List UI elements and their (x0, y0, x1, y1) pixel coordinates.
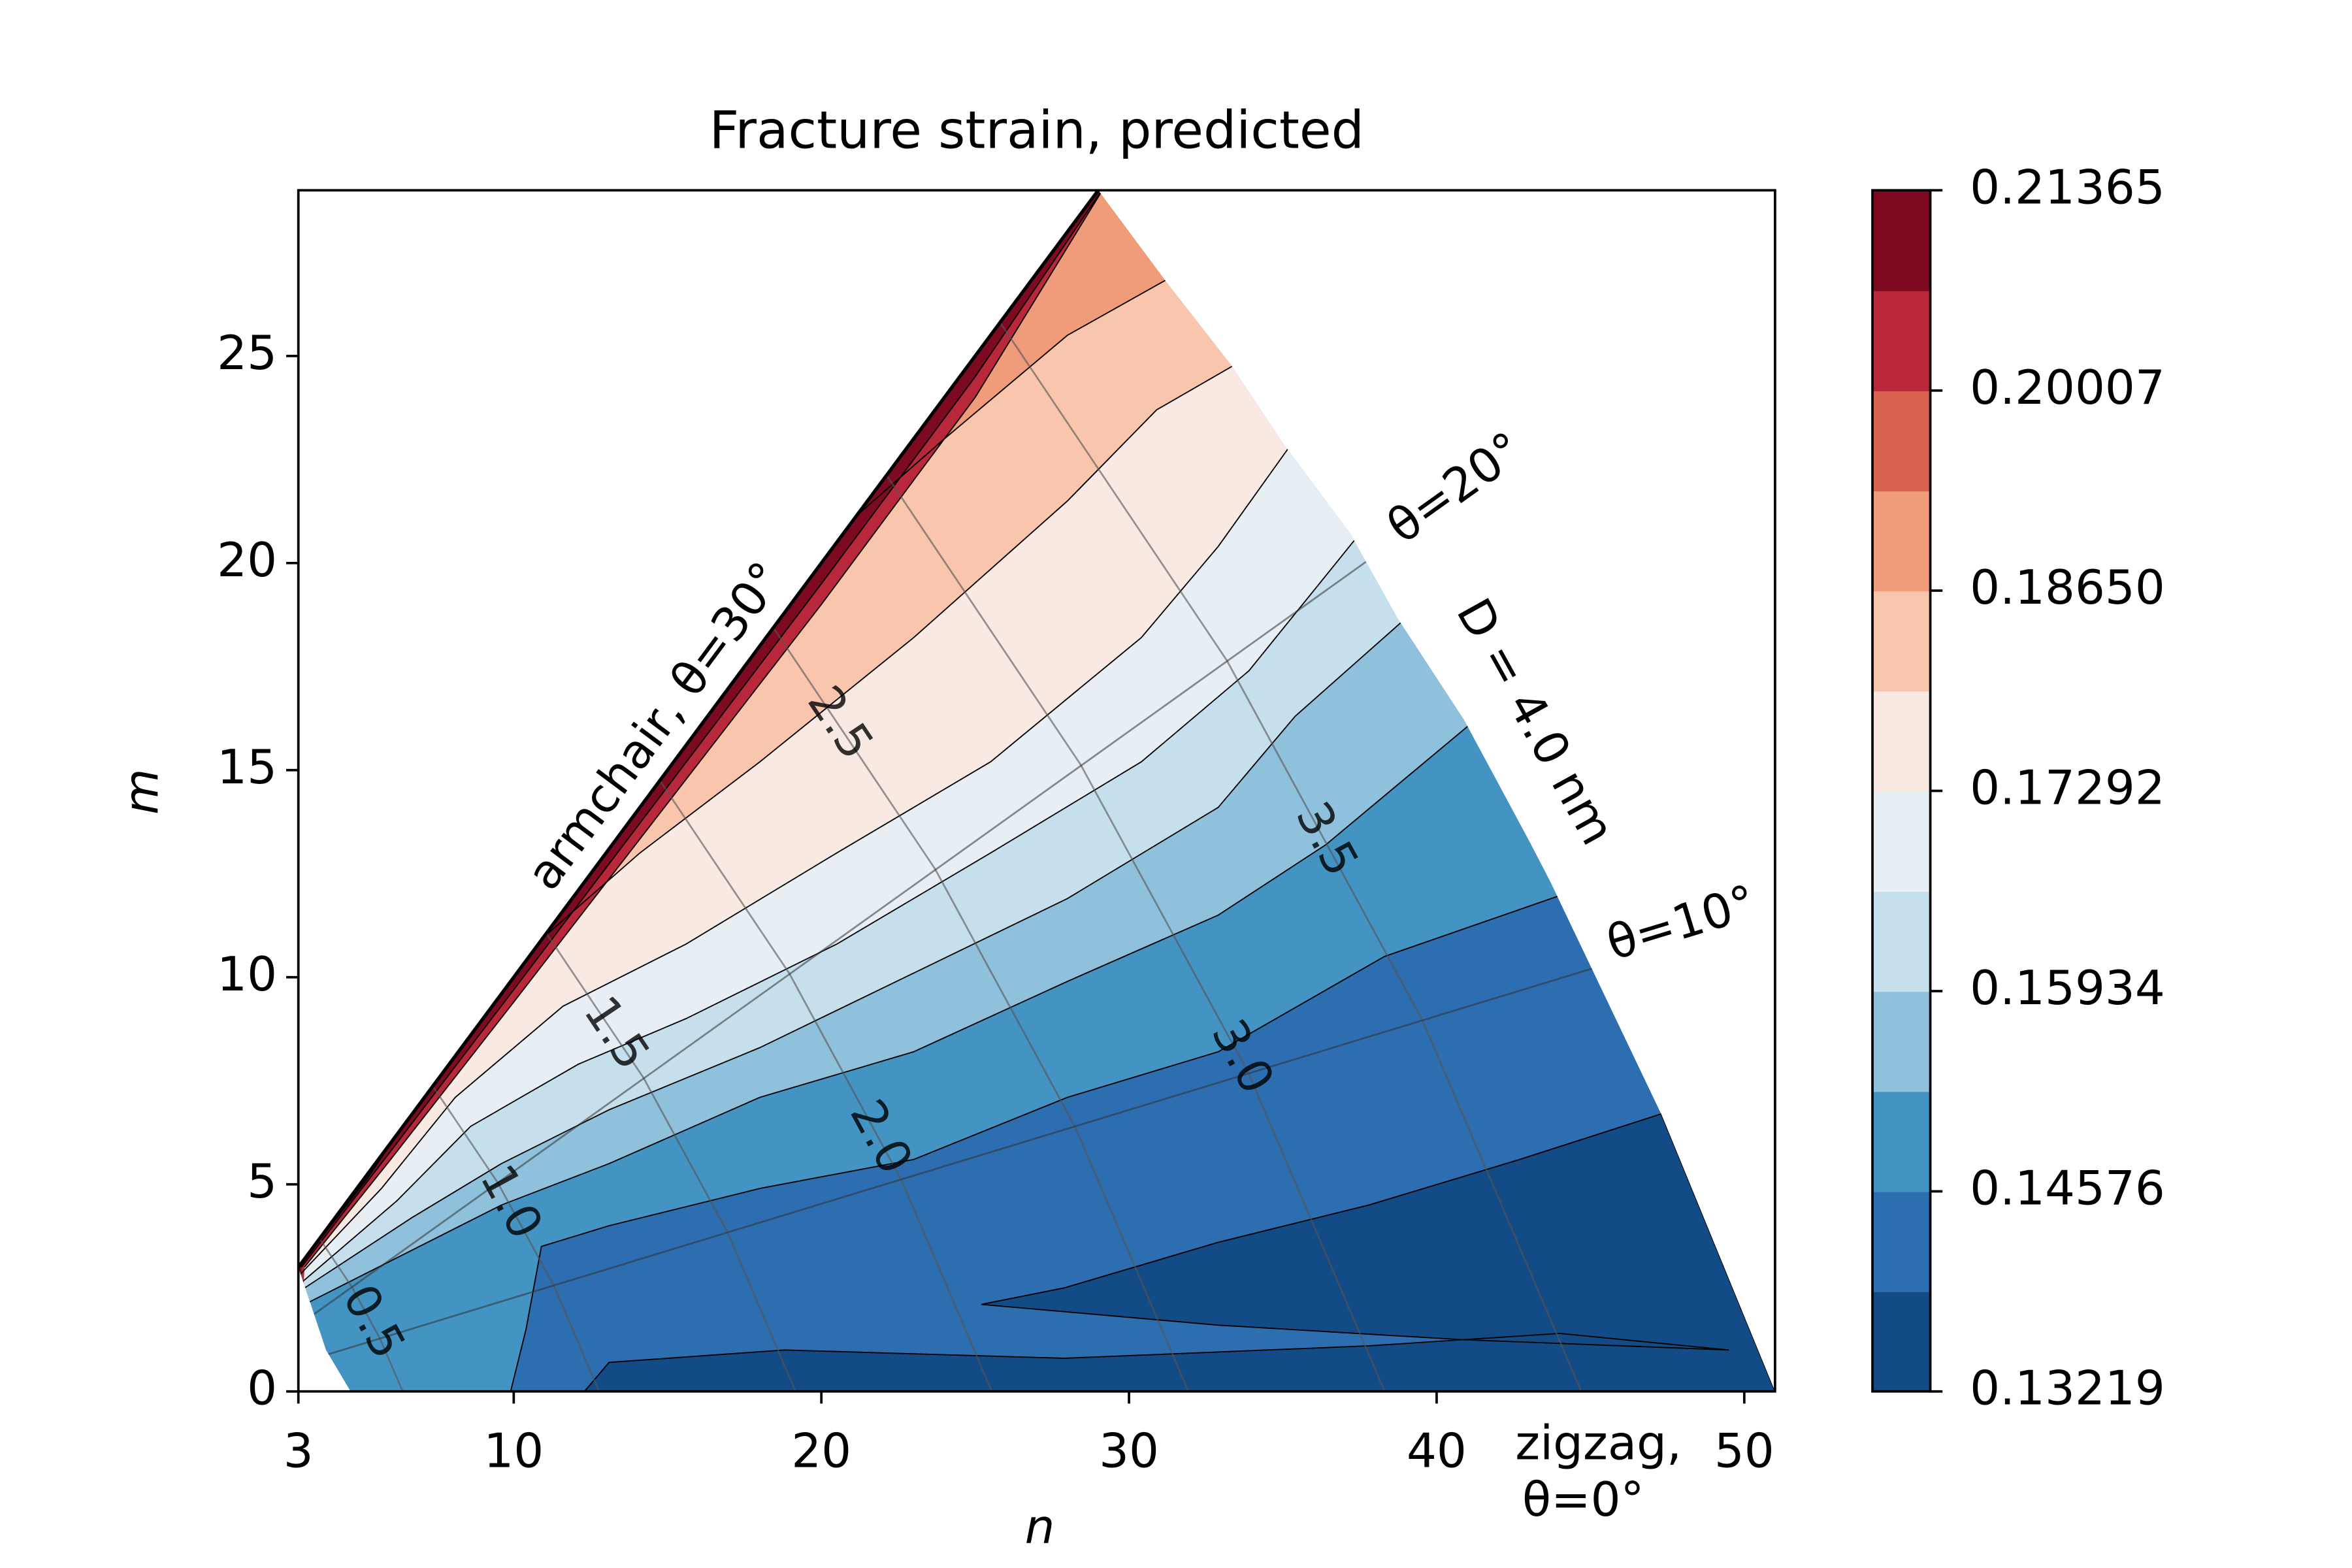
contour-line (298, 529, 1364, 1288)
y-tick-label: 25 (217, 326, 277, 381)
chart-title: Fracture strain, predicted (710, 100, 1364, 161)
y-tick-label: 5 (247, 1154, 277, 1209)
colorbar-band (1872, 990, 1931, 1092)
contour-line (298, 612, 1413, 1293)
y-axis-label: m (114, 768, 169, 814)
diameter-line (432, 1085, 600, 1392)
y-tick-label: 0 (247, 1362, 277, 1416)
colorbar-tick-label: 0.13219 (1970, 1362, 2165, 1416)
colorbar-band (1872, 1091, 1931, 1192)
y-tick-label: 15 (217, 740, 277, 795)
diameter-line (999, 321, 1582, 1392)
diameter-line (659, 779, 993, 1392)
axes-frame (297, 189, 1776, 1393)
colorbar-band (1872, 691, 1931, 792)
colorbar-tick-label: 0.18650 (1970, 561, 2165, 615)
armchair-edge (297, 189, 1100, 1269)
x-tick-label: 50 (1714, 1424, 1774, 1478)
x-tick-label: 20 (791, 1424, 851, 1478)
colorbar-tick-label: 0.15934 (1970, 961, 2165, 1016)
colorbar-tick-label: 0.17292 (1970, 761, 2165, 816)
contour-line (304, 715, 1480, 1305)
colorbar-band (1872, 290, 1931, 391)
diameter-line (885, 474, 1386, 1392)
contour-region (583, 1113, 1775, 1392)
angle-line (325, 949, 1652, 1356)
diameter-line (319, 1238, 404, 1392)
contour-line (301, 190, 1108, 1268)
x-tick-label: 10 (483, 1424, 544, 1478)
x-axis-label: n (1025, 1500, 1055, 1555)
colorbar-band (1872, 190, 1931, 291)
contour-line (510, 889, 1576, 1392)
colorbar-band (1872, 390, 1931, 492)
y-tick-label: 10 (217, 947, 277, 1002)
x-tick-label: 3 (284, 1424, 314, 1478)
y-tick-label: 20 (217, 533, 277, 588)
colorbar-band (1872, 890, 1931, 992)
colorbar-band (1872, 1291, 1931, 1392)
annotation: zigzag, (1515, 1416, 1682, 1471)
colorbar-band (1872, 490, 1931, 592)
colorbar-band (1872, 791, 1931, 892)
colorbar-band (1872, 1191, 1931, 1292)
x-tick-label: 30 (1099, 1424, 1159, 1478)
annotation: θ=0° (1522, 1473, 1644, 1527)
diameter-line (546, 932, 796, 1392)
contour-line (298, 438, 1296, 1281)
colorbar-band (1872, 591, 1931, 692)
angle-line (304, 546, 1388, 1322)
colorbar-tick-label: 0.21365 (1970, 160, 2165, 215)
contour-line (304, 190, 1108, 1268)
x-tick-label: 40 (1407, 1424, 1467, 1478)
diameter-line (772, 627, 1190, 1392)
colorbar-tick-label: 0.20007 (1970, 361, 2165, 416)
colorbar-tick-label: 0.14576 (1970, 1161, 2165, 1216)
